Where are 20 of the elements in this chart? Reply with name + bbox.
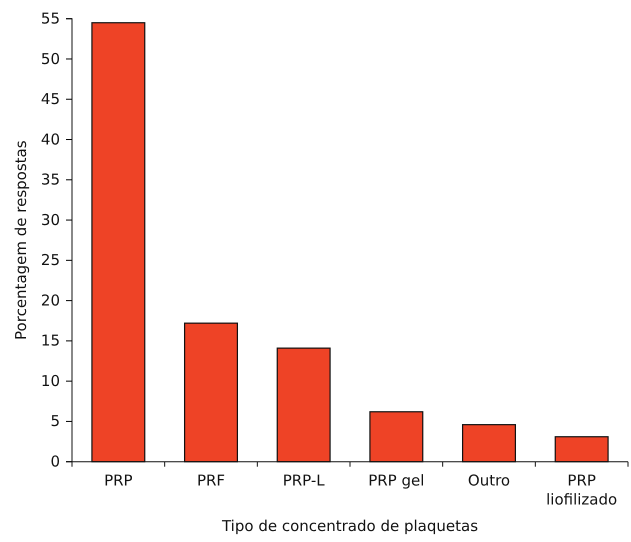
y-tick-label: 20 (40, 291, 60, 310)
y-tick-label: 10 (40, 372, 60, 390)
y-tick-label: 45 (40, 90, 60, 108)
x-tick-label: PRP-L (282, 472, 326, 490)
y-tick-label: 5 (50, 412, 60, 430)
x-tick-label: Outro (468, 472, 510, 490)
y-tick-label: 15 (40, 332, 60, 350)
y-tick-label: 40 (40, 130, 60, 148)
y-tick-label: 30 (40, 210, 60, 229)
x-tick-label: PRP liofilizado (546, 472, 618, 509)
x-tick-label: PRP (104, 472, 133, 490)
y-axis-title: Porcentagem de respostas (12, 140, 30, 340)
y-tick-label: 35 (40, 170, 60, 189)
y-tick-label: 55 (40, 10, 60, 28)
y-tick-label: 0 (50, 452, 60, 470)
y-tick-label: 50 (40, 50, 60, 68)
y-tick-label: 25 (40, 251, 60, 270)
x-tick-label: PRP gel (368, 472, 424, 490)
x-tick-label: PRF (196, 472, 226, 490)
x-axis-title: Tipo de concentrado de plaquetas (220, 517, 478, 535)
